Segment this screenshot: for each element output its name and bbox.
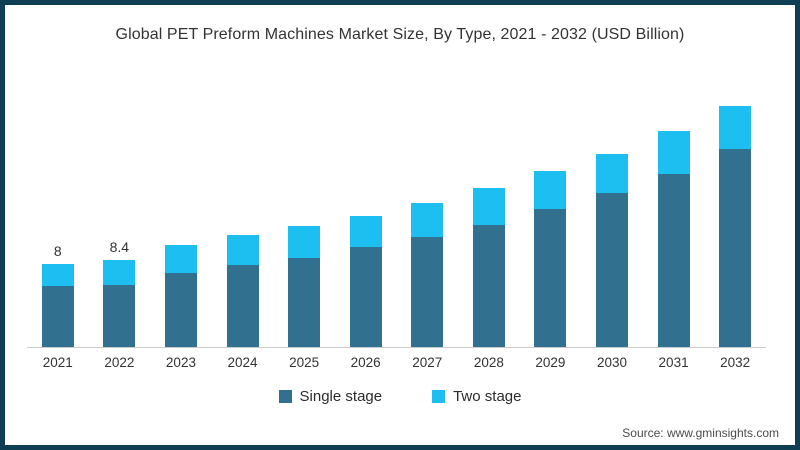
bar-column-2025 — [273, 86, 335, 347]
x-tick-2030: 2030 — [596, 355, 628, 370]
legend: Single stage Two stage — [5, 388, 795, 405]
bar-segment-single-stage-2022 — [103, 284, 136, 347]
bar-segment-single-stage-2031 — [657, 173, 690, 347]
bar-segment-single-stage-2030 — [595, 193, 628, 347]
bar-column-2022: 8.4 — [89, 86, 151, 347]
stacked-bar-2029 — [534, 170, 567, 347]
bar-segment-single-stage-2023 — [164, 273, 197, 347]
legend-label-two-stage: Two stage — [453, 388, 522, 405]
stacked-bar-2027 — [411, 202, 444, 347]
bar-column-2030 — [581, 86, 643, 347]
stacked-bar-2031 — [657, 131, 690, 347]
legend-item-single-stage: Single stage — [278, 388, 383, 405]
bar-column-2026 — [335, 86, 397, 347]
x-tick-2022: 2022 — [104, 355, 135, 370]
legend-item-two-stage: Two stage — [432, 388, 521, 405]
bar-segment-single-stage-2021 — [41, 285, 74, 347]
bar-column-2024 — [212, 86, 274, 347]
x-tick-2028: 2028 — [473, 355, 504, 370]
x-tick-2029: 2029 — [535, 355, 566, 370]
bar-segment-single-stage-2028 — [472, 224, 505, 347]
bar-segment-single-stage-2029 — [534, 209, 567, 347]
bar-segment-two-stage-2026 — [349, 216, 382, 248]
bar-segment-single-stage-2024 — [226, 265, 259, 347]
legend-label-single-stage: Single stage — [299, 388, 383, 405]
bar-value-label-2021: 8 — [53, 243, 62, 260]
bar-segment-single-stage-2032 — [719, 148, 752, 347]
bar-segment-two-stage-2030 — [595, 154, 628, 194]
bar-segment-single-stage-2026 — [349, 247, 382, 347]
x-tick-2025: 2025 — [289, 355, 320, 370]
stacked-bar-2026 — [349, 216, 382, 347]
bar-segment-two-stage-2023 — [164, 245, 197, 274]
x-tick-2032: 2032 — [720, 355, 751, 370]
x-tick-2023: 2023 — [165, 355, 196, 370]
bar-column-2031 — [643, 86, 705, 347]
bar-column-2027 — [396, 86, 458, 347]
source-attribution: Source: www.gminsights.com — [622, 426, 779, 440]
bar-segment-single-stage-2027 — [411, 237, 444, 347]
chart-title: Global PET Preform Machines Market Size,… — [115, 26, 685, 43]
stacked-bar-2030 — [595, 154, 628, 347]
stacked-bar-2023 — [164, 245, 197, 347]
bar-segment-two-stage-2021 — [41, 264, 74, 286]
x-axis-labels: 2021 2022 2023 2024 2025 2026 2027 2028 2029 2030… — [27, 348, 766, 370]
x-tick-2021: 2021 — [42, 355, 73, 370]
bar-segment-two-stage-2031 — [657, 131, 690, 174]
bar-segment-two-stage-2027 — [411, 202, 444, 238]
stacked-bar-2022: 8.4 — [103, 239, 136, 347]
legend-swatch-two-stage — [432, 390, 446, 403]
stacked-bar-2028 — [472, 188, 505, 347]
bar-segment-two-stage-2029 — [534, 170, 567, 210]
bar-column-2028 — [458, 86, 520, 347]
bar-segment-two-stage-2022 — [103, 259, 136, 285]
x-tick-2026: 2026 — [350, 355, 381, 370]
bar-segment-two-stage-2025 — [288, 225, 321, 258]
bar-segment-two-stage-2024 — [226, 234, 259, 266]
bar-column-2032 — [704, 86, 766, 347]
stacked-bar-2024 — [226, 234, 259, 347]
x-tick-2031: 2031 — [658, 355, 689, 370]
stacked-bar-2025 — [288, 225, 321, 347]
x-tick-2024: 2024 — [227, 355, 258, 370]
bar-value-label-2022: 8.4 — [109, 238, 130, 255]
stacked-bar-2021: 8 — [41, 243, 74, 347]
x-tick-2027: 2027 — [412, 355, 443, 370]
bar-segment-single-stage-2025 — [288, 257, 321, 347]
legend-swatch-single-stage — [278, 390, 292, 403]
bar-column-2023 — [150, 86, 212, 347]
bar-segment-two-stage-2028 — [472, 188, 505, 225]
stacked-bar-2032 — [719, 106, 752, 347]
bar-segment-two-stage-2032 — [719, 106, 752, 149]
bar-column-2029 — [520, 86, 582, 347]
plot-area: 8 8.4 — [27, 86, 766, 348]
bar-column-2021: 8 — [27, 86, 89, 347]
